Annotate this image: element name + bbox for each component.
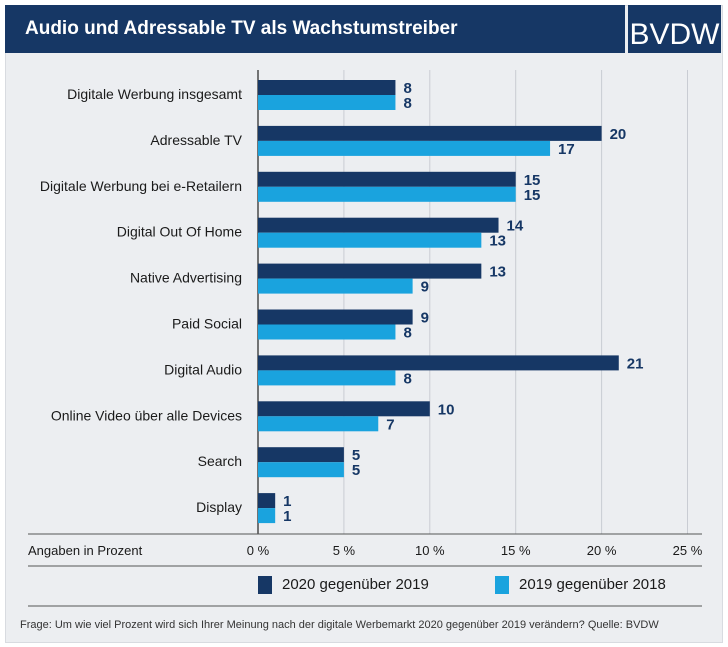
data-label: 15 (524, 172, 541, 189)
category-label: Digital Audio (164, 361, 242, 377)
category-label: Search (198, 453, 242, 469)
category-label: Native Advertising (130, 270, 242, 286)
bar-2019 (258, 324, 396, 340)
legend-swatch-2019 (495, 576, 509, 594)
logo-text: BVDW (629, 18, 720, 51)
x-tick-label: 15 % (501, 543, 531, 558)
bar-2019 (258, 462, 344, 478)
bar-2020 (258, 401, 430, 417)
bar-2020 (258, 493, 276, 509)
data-label: 8 (403, 325, 411, 342)
bar-2020 (258, 355, 619, 371)
bar-2019 (258, 370, 396, 386)
x-tick-label: 10 % (415, 543, 445, 558)
bar-2020 (258, 263, 482, 279)
title-bar: Audio und Adressable TV als Wachstumstre… (5, 5, 625, 53)
data-label: 8 (403, 370, 411, 387)
data-label: 8 (403, 80, 411, 97)
data-label: 10 (438, 401, 455, 418)
x-tick-label: 0 % (247, 543, 270, 558)
legend-label-2019: 2019 gegenüber 2018 (519, 576, 666, 593)
legend-swatch-2020 (258, 576, 272, 594)
data-label: 17 (558, 141, 575, 158)
x-tick-label: 5 % (333, 543, 356, 558)
category-label: Digital Out Of Home (117, 224, 242, 240)
bar-2020 (258, 80, 396, 95)
chart-title: Audio und Adressable TV als Wachstumstre… (25, 18, 458, 39)
bar-2019 (258, 140, 551, 156)
data-label: 21 (627, 355, 644, 372)
bar-2020 (258, 171, 516, 187)
data-label: 14 (507, 218, 524, 235)
legend-label-2020: 2020 gegenüber 2019 (282, 576, 429, 593)
bar-2019 (258, 416, 379, 432)
category-label: Display (196, 499, 242, 515)
category-label: Digitale Werbung insgesamt (67, 86, 242, 102)
category-label: Adressable TV (150, 132, 242, 148)
bar-2019 (258, 278, 413, 294)
footnote: Frage: Um wie viel Prozent wird sich Ihr… (20, 619, 659, 631)
data-label: 8 (403, 95, 411, 112)
bar-2019 (258, 186, 516, 202)
data-label: 13 (489, 264, 506, 281)
category-label: Online Video über alle Devices (51, 407, 242, 423)
bar-2020 (258, 217, 499, 233)
category-label: Paid Social (172, 316, 242, 332)
data-label: 13 (489, 233, 506, 250)
x-axis-label: Angaben in Prozent (28, 543, 143, 558)
bar-2019 (258, 508, 276, 524)
data-label: 7 (386, 416, 394, 433)
category-label: Digitale Werbung bei e-Retailern (40, 178, 242, 194)
data-label: 15 (524, 187, 541, 204)
x-tick-label: 25 % (673, 543, 703, 558)
x-tick-label: 20 % (587, 543, 617, 558)
data-label: 20 (610, 126, 627, 143)
bar-2019 (258, 95, 396, 110)
data-label: 9 (421, 310, 429, 327)
data-label: 5 (352, 462, 360, 479)
data-label: 5 (352, 447, 360, 464)
bar-2020 (258, 309, 413, 325)
data-label: 1 (283, 493, 291, 510)
bvdw-logo: BVDW (628, 5, 721, 53)
data-label: 1 (283, 508, 291, 525)
bar-2020 (258, 447, 344, 463)
bar-2020 (258, 125, 602, 141)
bar-2019 (258, 232, 482, 248)
data-label: 9 (421, 279, 429, 296)
